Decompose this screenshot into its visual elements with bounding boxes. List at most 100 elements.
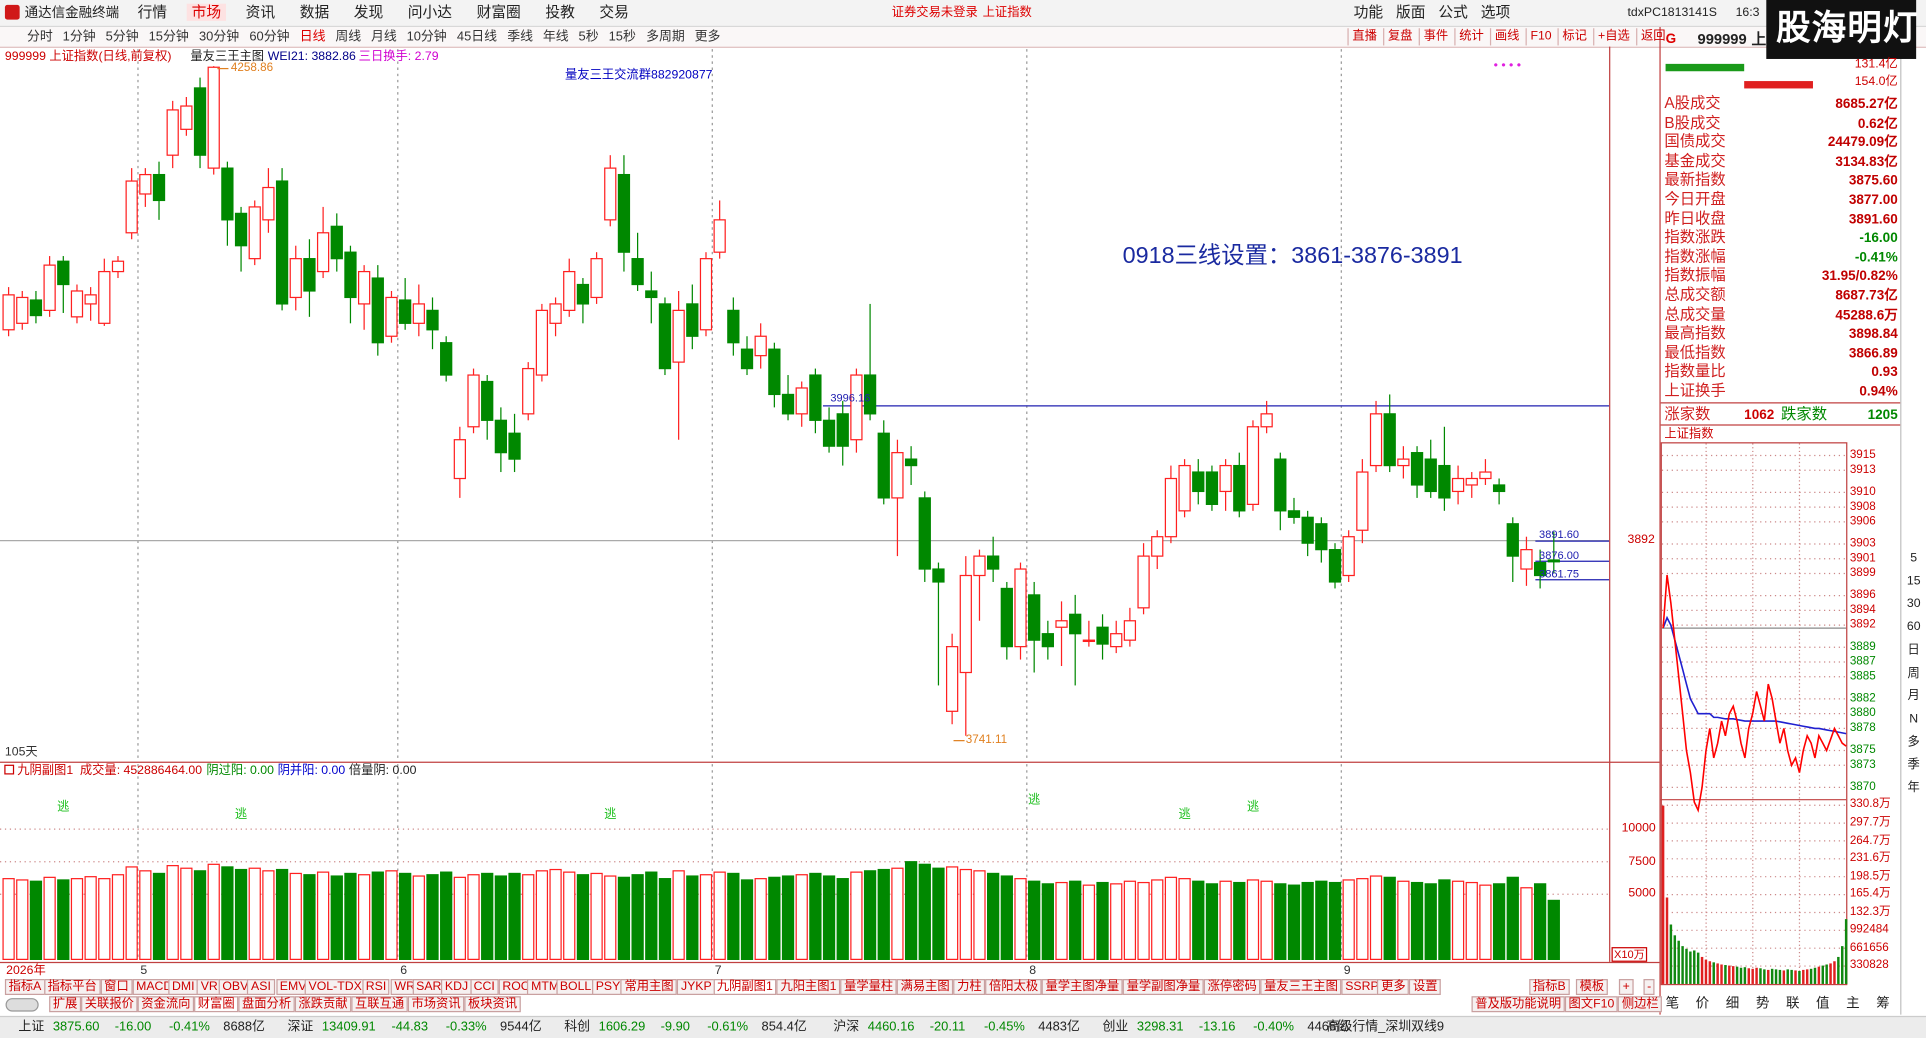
panel-tab[interactable]: 板块资讯 xyxy=(464,996,521,1013)
tool-button[interactable]: 复盘 xyxy=(1383,28,1416,46)
menu-item[interactable]: 版面 xyxy=(1395,3,1426,21)
indicator-tab[interactable]: 量友三王主图 xyxy=(1260,979,1342,996)
menu-item[interactable]: 功能 xyxy=(1353,3,1384,21)
side-icon[interactable]: 日 xyxy=(1907,643,1920,657)
indicator-tab[interactable]: DMI xyxy=(168,979,199,996)
indicator-tab[interactable]: 窗口 xyxy=(100,979,133,996)
menu-item[interactable]: 数据 xyxy=(299,3,330,21)
indicator-tab[interactable]: 力柱 xyxy=(953,979,986,996)
period-tab[interactable]: 1分钟 xyxy=(62,29,96,45)
indicator-tab[interactable]: 九阳主图1 xyxy=(776,979,841,996)
side-icon[interactable]: 5 xyxy=(1910,551,1918,566)
indicator-tab[interactable]: PSY xyxy=(592,979,624,996)
indicator-tab[interactable]: VR xyxy=(197,979,222,996)
indicator-tab[interactable]: JYKP xyxy=(677,979,716,996)
indicator-tab[interactable]: WR xyxy=(390,979,419,996)
indicator-tab[interactable]: 量学量柱 xyxy=(840,979,897,996)
tool-button[interactable]: 画线 xyxy=(1489,28,1523,46)
panel-tab[interactable]: 盘面分析 xyxy=(238,996,295,1013)
tool-button[interactable]: F10 xyxy=(1525,28,1556,46)
period-tab[interactable]: 5分钟 xyxy=(105,29,139,45)
menu-item[interactable]: 发现 xyxy=(353,3,384,21)
indicator-tab[interactable]: 模板 xyxy=(1575,979,1608,996)
panel-tab[interactable]: 扩展 xyxy=(49,996,82,1013)
period-tab[interactable]: 日线 xyxy=(299,29,326,45)
info-tab[interactable]: 联 xyxy=(1785,996,1800,1011)
indicator-tab[interactable]: OBV xyxy=(218,979,252,996)
tool-button[interactable]: 事件 xyxy=(1418,28,1452,46)
indicator-tab[interactable]: BOLL xyxy=(556,979,595,996)
help-tab[interactable]: 普及版功能说明 xyxy=(1471,996,1565,1013)
indicator-tab[interactable]: 涨停密码 xyxy=(1203,979,1261,996)
period-tab[interactable]: 15秒 xyxy=(608,29,636,45)
menu-item[interactable]: 交易 xyxy=(599,3,629,21)
side-icon[interactable]: 15 xyxy=(1906,574,1921,589)
info-tab[interactable]: 笔 xyxy=(1665,996,1680,1011)
period-tab[interactable]: 45日线 xyxy=(456,29,498,45)
info-tab[interactable]: 值 xyxy=(1816,996,1830,1011)
period-tab[interactable]: 15分钟 xyxy=(148,29,189,45)
menu-item[interactable]: 行情 xyxy=(137,3,168,21)
menu-item[interactable]: 问小达 xyxy=(407,3,453,21)
info-tab[interactable]: 主 xyxy=(1846,996,1860,1011)
side-icon[interactable]: 30 xyxy=(1906,597,1921,611)
period-tab[interactable]: 30分钟 xyxy=(198,29,240,45)
side-icon[interactable]: N xyxy=(1909,712,1919,726)
period-tab[interactable]: 60分钟 xyxy=(249,29,290,45)
panel-tab[interactable]: 互联互通 xyxy=(351,996,408,1013)
indicator-tab[interactable]: SAR xyxy=(412,979,446,996)
indicator-tab[interactable]: 满易主图 xyxy=(896,979,954,996)
indicator-tab[interactable]: 量学副图净量 xyxy=(1122,979,1204,996)
period-tab[interactable]: 10分钟 xyxy=(406,29,447,45)
tool-button[interactable]: 返回 xyxy=(1636,28,1669,46)
info-tab[interactable]: 价 xyxy=(1695,996,1710,1011)
indicator-tab[interactable]: MTM xyxy=(527,979,563,996)
menu-item[interactable]: 市场 xyxy=(186,3,227,21)
indicator-tab[interactable]: VOL-TDX xyxy=(304,979,366,996)
period-tab[interactable]: 季线 xyxy=(507,29,534,45)
indicator-tab[interactable]: + xyxy=(1618,979,1634,996)
tool-button[interactable]: 直播 xyxy=(1347,28,1380,46)
indicator-tab[interactable]: 指标B xyxy=(1529,979,1570,996)
menu-item[interactable]: 公式 xyxy=(1438,3,1468,21)
side-icon[interactable]: 周 xyxy=(1907,666,1920,680)
side-icon[interactable]: 季 xyxy=(1907,758,1920,772)
side-icon[interactable]: 月 xyxy=(1907,689,1920,703)
tool-button[interactable]: +自选 xyxy=(1593,28,1633,46)
info-tab[interactable]: 筹 xyxy=(1876,996,1890,1011)
panel-tab[interactable]: 关联报价 xyxy=(81,996,138,1013)
menu-item[interactable]: 投教 xyxy=(545,3,575,21)
period-tab[interactable]: 多周期 xyxy=(646,29,685,45)
side-icon[interactable]: 年 xyxy=(1907,781,1920,795)
indicator-tab[interactable]: EMV xyxy=(276,979,311,996)
indicator-tab[interactable]: KDJ xyxy=(441,979,472,996)
period-tab[interactable]: 年线 xyxy=(542,29,569,45)
indicator-tab[interactable]: 设置 xyxy=(1409,979,1442,996)
indicator-tab[interactable]: 指标平台 xyxy=(43,979,101,996)
help-tab[interactable]: 图文F10 xyxy=(1564,996,1618,1013)
period-tab[interactable]: 分时 xyxy=(27,29,53,45)
indicator-tab[interactable]: 更多 xyxy=(1377,979,1410,996)
side-icon[interactable]: 60 xyxy=(1906,620,1921,634)
indicator-tab[interactable]: 九阴副图1 xyxy=(713,979,777,996)
indicator-tab[interactable]: 量学主图净量 xyxy=(1041,979,1123,996)
tool-button[interactable]: 标记 xyxy=(1557,28,1590,46)
indicator-tab[interactable]: CCI xyxy=(469,979,499,996)
indicator-tab[interactable]: 常用主图 xyxy=(620,979,678,996)
indicator-tab[interactable]: RSI xyxy=(362,979,390,996)
indicator-tab[interactable]: 指标A xyxy=(4,979,46,996)
panel-tab[interactable]: 财富圈 xyxy=(194,996,239,1013)
indicator-tab[interactable]: SSRP xyxy=(1341,979,1383,996)
period-tab[interactable]: 更多 xyxy=(694,29,721,45)
info-tab[interactable]: 势 xyxy=(1755,996,1770,1011)
indicator-tab[interactable]: ASI xyxy=(247,979,275,996)
period-tab[interactable]: 5秒 xyxy=(578,29,599,45)
indicator-tab[interactable]: - xyxy=(1643,979,1655,996)
side-icon[interactable]: 多 xyxy=(1907,735,1920,749)
period-tab[interactable]: 月线 xyxy=(370,29,397,45)
menu-item[interactable]: 财富圈 xyxy=(476,3,521,21)
tool-button[interactable]: 统计 xyxy=(1454,28,1487,46)
panel-tab[interactable]: 涨跌贡献 xyxy=(294,996,352,1013)
indicator-tab[interactable]: 倍阳太极 xyxy=(985,979,1042,996)
panel-tab[interactable]: 资金流向 xyxy=(137,996,195,1013)
